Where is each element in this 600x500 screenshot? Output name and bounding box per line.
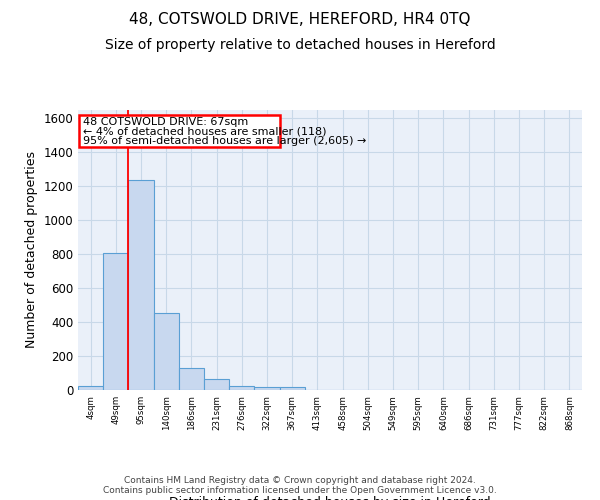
Text: 48 COTSWOLD DRIVE: 67sqm: 48 COTSWOLD DRIVE: 67sqm (83, 117, 248, 127)
FancyBboxPatch shape (79, 115, 280, 148)
Bar (229, 386, 254, 390)
Text: Distribution of detached houses by size in Hereford: Distribution of detached houses by size … (169, 496, 491, 500)
Bar (78, 386, 103, 390)
Bar (103, 252, 128, 390)
Text: 95% of semi-detached houses are larger (2,605) →: 95% of semi-detached houses are larger (… (83, 136, 367, 145)
Text: 48, COTSWOLD DRIVE, HEREFORD, HR4 0TQ: 48, COTSWOLD DRIVE, HEREFORD, HR4 0TQ (129, 12, 471, 28)
Bar (128, 180, 154, 390)
Bar (154, 313, 179, 390)
Bar (280, 387, 305, 390)
Bar (254, 387, 280, 390)
Text: ← 4% of detached houses are smaller (118): ← 4% of detached houses are smaller (118… (83, 126, 326, 136)
Y-axis label: Number of detached properties: Number of detached properties (25, 152, 38, 348)
Text: Contains HM Land Registry data © Crown copyright and database right 2024.
Contai: Contains HM Land Registry data © Crown c… (103, 476, 497, 495)
Bar (179, 368, 204, 390)
Bar (204, 380, 229, 390)
Text: Size of property relative to detached houses in Hereford: Size of property relative to detached ho… (104, 38, 496, 52)
